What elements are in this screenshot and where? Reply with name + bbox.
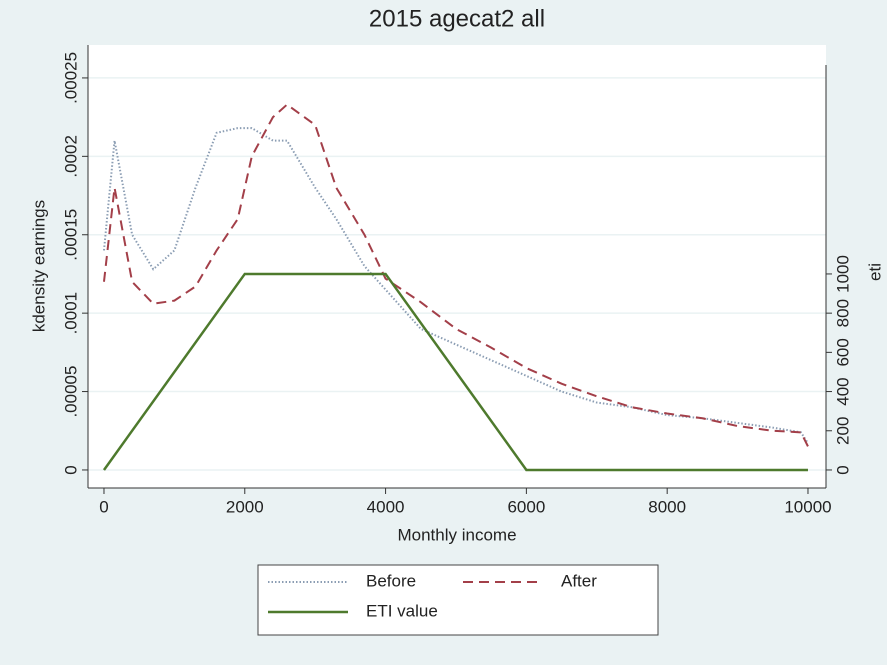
y2-axis-title: eti	[865, 263, 884, 281]
legend	[257, 564, 659, 636]
plot-area	[88, 45, 826, 488]
y2-tick-label: 1000	[833, 255, 852, 293]
x-tick-label: 0	[99, 497, 108, 516]
y2-tick-label: 0	[833, 465, 852, 474]
x-tick-label: 2000	[226, 497, 264, 516]
x-tick-label: 10000	[784, 497, 831, 516]
legend-label: Before	[366, 571, 416, 590]
y-tick-label: .0001	[61, 292, 80, 335]
y2-tick-label: 400	[833, 377, 852, 405]
x-axis-title: Monthly income	[397, 525, 516, 544]
y2-tick-label: 800	[833, 299, 852, 327]
y-axis-title: kdensity earnings	[29, 200, 48, 332]
series-line	[102, 272, 808, 472]
y2-tick-label: 600	[833, 338, 852, 366]
y-tick-label: .00015	[61, 209, 80, 261]
chart-title: 2015 agecat2 all	[369, 5, 545, 32]
legend-label: After	[561, 571, 597, 590]
legend-label: ETI value	[366, 601, 438, 620]
y-tick-label: .00025	[61, 52, 80, 104]
x-tick-label: 4000	[367, 497, 405, 516]
x-tick-label: 8000	[648, 497, 686, 516]
y-tick-label: 0	[61, 465, 80, 474]
y-tick-label: .00005	[61, 366, 80, 418]
series-line	[102, 103, 809, 447]
y2-tick-label: 200	[833, 417, 852, 445]
series-line	[102, 127, 809, 444]
y-tick-label: .0002	[61, 135, 80, 178]
x-tick-label: 6000	[507, 497, 545, 516]
